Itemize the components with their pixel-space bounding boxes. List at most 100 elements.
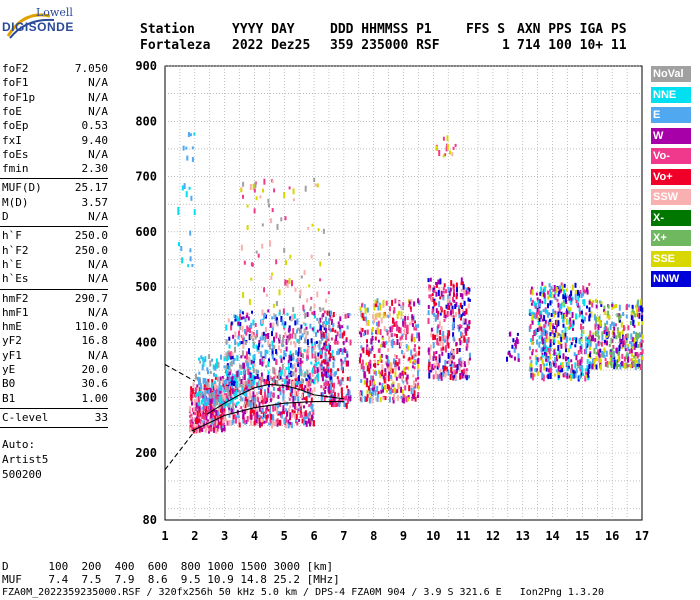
echo-point — [590, 314, 593, 318]
echo-point — [622, 325, 625, 332]
echo-point — [198, 371, 201, 375]
echo-point — [254, 396, 257, 402]
echo-point — [361, 303, 363, 308]
echo-point — [230, 408, 233, 415]
echo-point — [289, 421, 292, 425]
echo-point — [406, 327, 408, 334]
echo-point — [342, 398, 345, 403]
echo-point — [611, 355, 613, 361]
echo-point — [429, 344, 432, 350]
echo-point — [405, 377, 408, 382]
echo-point — [195, 400, 198, 404]
echo-point — [228, 410, 231, 414]
echo-point — [542, 375, 545, 382]
echo-point — [322, 387, 325, 391]
echo-point — [550, 286, 553, 291]
echo-point — [246, 398, 249, 405]
echo-point — [586, 365, 589, 372]
echo-point — [377, 361, 380, 364]
echo-point — [468, 287, 471, 292]
echo-point — [328, 252, 331, 256]
echo-point — [327, 291, 330, 295]
echo-point — [575, 355, 578, 361]
echo-point — [266, 397, 269, 403]
echo-point — [284, 352, 287, 357]
echo-point — [306, 353, 309, 357]
echo-point — [410, 320, 413, 326]
echo-point — [624, 348, 627, 352]
echo-point — [261, 332, 264, 338]
echo-point — [294, 367, 297, 373]
echo-point — [337, 321, 340, 325]
echo-point — [285, 416, 288, 423]
echo-point — [451, 324, 454, 331]
echo-point — [308, 284, 311, 288]
autoscaling-line3: 500200 — [2, 467, 42, 481]
echo-point — [380, 359, 383, 363]
echo-point — [574, 290, 577, 294]
echo-point — [552, 308, 555, 313]
echo-point — [250, 377, 253, 382]
echo-point — [626, 343, 629, 347]
echo-point — [546, 375, 549, 378]
echo-point — [195, 373, 197, 380]
echo-point — [311, 311, 314, 315]
echo-point — [187, 264, 190, 268]
echo-point — [260, 387, 263, 391]
x-tick-label: 2 — [191, 529, 198, 543]
param-value: 250.0 — [74, 243, 108, 257]
echo-point — [637, 321, 640, 326]
echo-point — [444, 359, 447, 365]
echo-point — [436, 145, 438, 151]
echo-point — [373, 363, 375, 367]
echo-point — [268, 374, 271, 381]
echo-point — [304, 385, 307, 389]
param-row: fxI 9.40 — [2, 134, 108, 148]
echo-point — [618, 364, 620, 368]
echo-point — [365, 382, 368, 388]
echo-point — [328, 386, 330, 391]
echo-point — [364, 330, 367, 336]
echo-point — [324, 382, 327, 386]
echo-point — [244, 398, 247, 402]
echo-point — [299, 358, 302, 364]
echo-point — [432, 374, 435, 380]
echo-point — [331, 328, 334, 332]
echo-point — [437, 324, 440, 328]
echo-point — [342, 367, 344, 374]
echo-point — [246, 415, 249, 422]
footer-muf-row: MUF 7.4 7.5 7.9 8.6 9.5 10.9 14.8 25.2 [… — [2, 573, 340, 586]
echo-point — [324, 379, 327, 385]
echo-point — [440, 374, 443, 381]
echo-point — [249, 392, 252, 399]
echo-point — [283, 247, 286, 253]
echo-point — [535, 329, 538, 335]
echo-point — [347, 399, 349, 404]
echo-point — [373, 354, 376, 358]
echo-point — [307, 413, 310, 416]
echo-point — [636, 363, 639, 367]
echo-point — [541, 372, 544, 379]
echo-point — [218, 402, 221, 409]
echo-point — [294, 389, 297, 396]
echo-point — [203, 386, 206, 391]
echo-point — [196, 412, 199, 417]
echo-point — [455, 302, 458, 308]
echo-point — [276, 380, 279, 387]
echo-point — [191, 264, 194, 267]
echo-point — [340, 378, 343, 385]
echo-point — [249, 335, 252, 339]
echo-point — [309, 308, 312, 312]
echo-point — [361, 312, 364, 318]
echo-point — [250, 331, 253, 336]
echo-point — [367, 348, 370, 354]
echo-point — [241, 311, 244, 315]
echo-point — [275, 349, 278, 354]
echo-point — [595, 304, 598, 309]
echo-point — [222, 382, 225, 387]
echo-point — [295, 376, 298, 383]
echo-point — [290, 354, 293, 360]
echo-point — [571, 337, 574, 342]
echo-point — [456, 326, 459, 330]
echo-point — [222, 393, 225, 398]
